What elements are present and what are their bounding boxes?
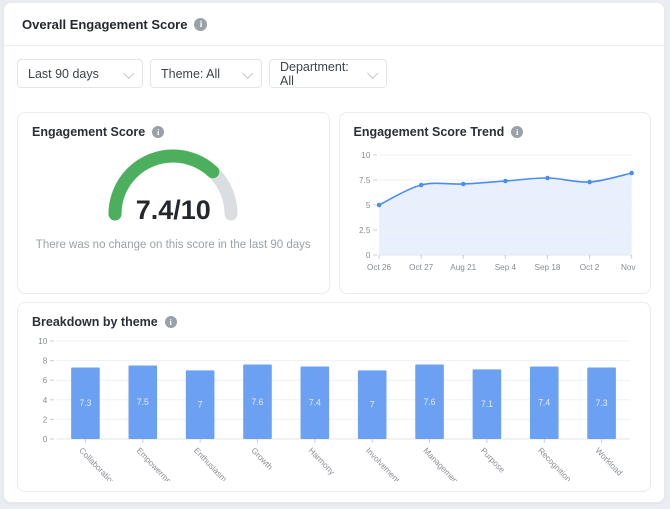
info-icon[interactable]: i (511, 126, 524, 138)
svg-text:2: 2 (43, 414, 48, 424)
svg-text:6: 6 (43, 375, 48, 385)
svg-text:10: 10 (361, 150, 370, 160)
svg-text:7.4: 7.4 (538, 398, 550, 408)
svg-text:7: 7 (198, 400, 203, 410)
svg-text:5: 5 (365, 200, 370, 210)
svg-text:4: 4 (43, 395, 48, 405)
chevron-down-icon (123, 67, 135, 79)
department-value: Department: All (280, 59, 349, 88)
svg-text:Involvement: Involvement (364, 445, 402, 481)
chevron-down-icon (242, 67, 254, 79)
chevron-down-icon (367, 67, 379, 79)
filter-bar: Last 90 days Theme: All Department: All (4, 46, 664, 88)
svg-text:0: 0 (43, 434, 48, 444)
svg-text:Sep 4: Sep 4 (494, 262, 516, 272)
svg-text:Aug 21: Aug 21 (450, 262, 476, 272)
svg-text:Workload: Workload (594, 445, 625, 478)
svg-text:7.6: 7.6 (424, 397, 436, 407)
svg-text:7.5: 7.5 (137, 397, 149, 407)
page-title: Overall Engagement Score (22, 16, 188, 32)
svg-text:2.5: 2.5 (359, 225, 371, 235)
svg-text:0: 0 (365, 250, 370, 260)
svg-text:Growth: Growth (249, 445, 275, 472)
svg-text:Enthusiasm: Enthusiasm (192, 445, 229, 481)
svg-text:8: 8 (43, 355, 48, 365)
dashboard-panel: Overall Engagement Score i Last 90 days … (3, 2, 665, 503)
svg-text:7.1: 7.1 (481, 399, 493, 409)
svg-text:Collaboration: Collaboration (77, 445, 118, 481)
breakdown-bar-chart: 0 2 4 6 8 10 7.3 Collaboration 7.5 Empowerment 7 En… (38, 336, 631, 481)
engagement-trend-chart: 0 2.5 5 7.5 10 Oct 26 Oct 27 Aug 21 Sep 4 Sep 18 O… (359, 150, 636, 272)
breakdown-title: Breakdown by theme (32, 315, 158, 329)
top-cards-row: Engagement Score i 7.4/10 There was no c… (4, 88, 664, 294)
svg-text:Management: Management (422, 445, 463, 481)
engagement-score-value: 7.4/10 (135, 195, 211, 225)
info-icon[interactable]: i (164, 316, 177, 328)
date-range-value: Last 90 days (28, 66, 99, 81)
svg-text:7.4: 7.4 (309, 398, 321, 408)
svg-text:Empowerment: Empowerment (135, 445, 179, 481)
page-header: Overall Engagement Score i (4, 3, 664, 46)
engagement-gauge-chart (108, 149, 238, 221)
info-icon[interactable]: i (194, 17, 208, 31)
svg-text:10: 10 (38, 336, 47, 346)
theme-select[interactable]: Theme: All (150, 59, 262, 88)
svg-text:Sep 18: Sep 18 (534, 262, 560, 272)
breakdown-by-theme-card: Breakdown by theme i 0 2 4 6 8 10 7.3 Collabora… (17, 302, 651, 492)
bottom-cards-row: Breakdown by theme i 0 2 4 6 8 10 7.3 Collabora… (4, 294, 664, 492)
svg-text:Purpose: Purpose (479, 445, 507, 475)
svg-text:Oct 27: Oct 27 (409, 262, 433, 272)
date-range-select[interactable]: Last 90 days (17, 59, 143, 88)
svg-text:7.3: 7.3 (596, 398, 608, 408)
svg-text:Oct 2: Oct 2 (579, 262, 599, 272)
svg-text:7.5: 7.5 (359, 175, 371, 185)
theme-value: Theme: All (161, 66, 221, 81)
svg-text:Recognition: Recognition (536, 445, 573, 481)
svg-text:Nov 2: Nov 2 (620, 262, 636, 272)
engagement-trend-card: Engagement Score Trend i 0 2.5 5 7.5 10 Oct 2… (338, 112, 651, 294)
svg-text:Oct 26: Oct 26 (367, 262, 391, 272)
svg-text:7: 7 (370, 400, 375, 410)
engagement-score-note: There was no change on this score in the… (35, 238, 311, 251)
engagement-score-title: Engagement Score (32, 125, 146, 139)
info-icon[interactable]: i (152, 126, 165, 138)
svg-text:Harmony: Harmony (307, 445, 338, 477)
svg-text:7.6: 7.6 (252, 397, 264, 407)
engagement-trend-title: Engagement Score Trend (353, 125, 505, 139)
engagement-score-card: Engagement Score i 7.4/10 There was no c… (17, 112, 330, 294)
department-select[interactable]: Department: All (269, 59, 387, 88)
svg-text:7.3: 7.3 (80, 398, 92, 408)
